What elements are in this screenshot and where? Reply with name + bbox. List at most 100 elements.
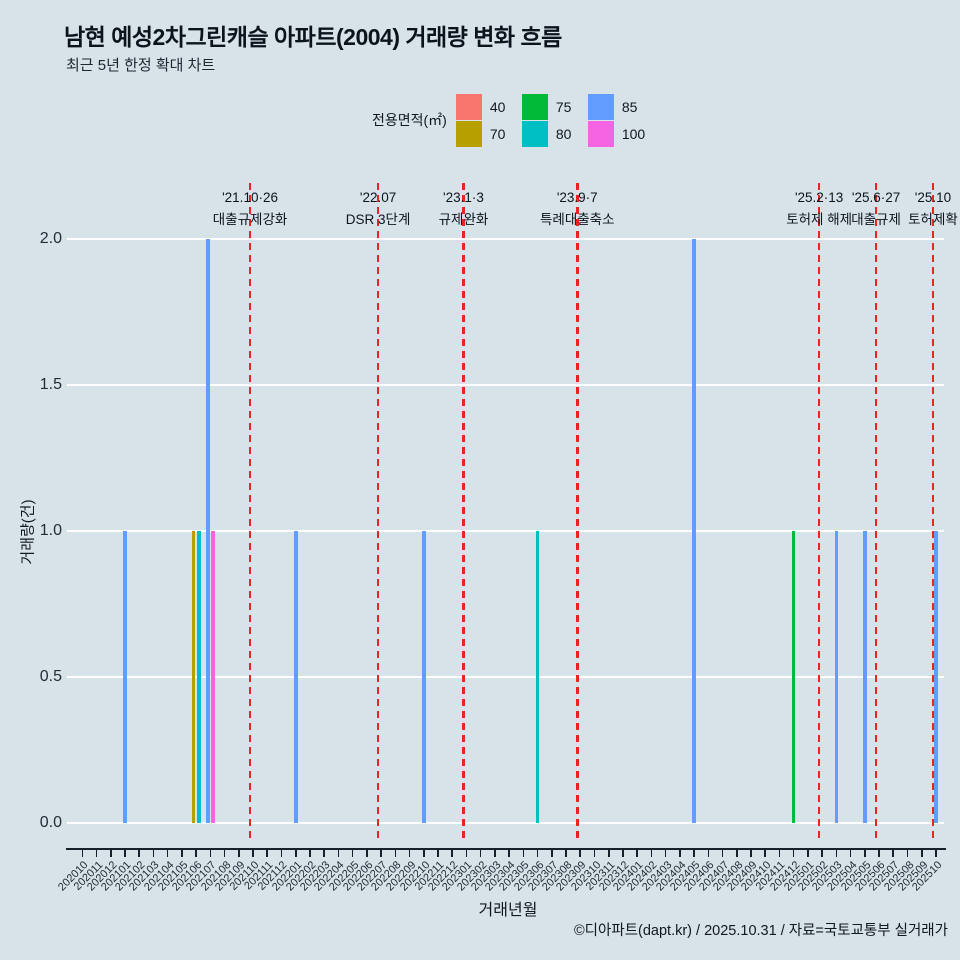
event-note-202110: '21.10·26 대출규제강화 (140, 187, 360, 231)
x-tick-202408 (735, 849, 738, 857)
x-tick-202211 (437, 849, 439, 857)
event-line-202301 (462, 183, 465, 841)
x-tick-202206 (366, 849, 368, 857)
x-tick-202409 (750, 849, 752, 857)
gridline-y-1.0 (67, 529, 944, 533)
gridline-y-2.0 (67, 237, 944, 241)
chart-title: 남현 예성2차그린캐슬 아파트(2004) 거래량 변화 흐름 (64, 24, 562, 50)
event-label: 특례대출축소 (540, 212, 615, 227)
x-tick-202112 (280, 849, 283, 857)
legend-column: 75 80 (521, 93, 584, 147)
x-tick-202302 (479, 849, 482, 857)
bar-202210-85sqm (421, 531, 426, 823)
event-line-202110 (248, 183, 252, 841)
legend-label-40: 40 (489, 98, 506, 115)
legend-swatch-80 (521, 120, 548, 147)
legend-column: 85 100 (587, 93, 650, 147)
legend: 전용면적(㎡) 40 70 75 80 85 100 (372, 93, 654, 147)
bar-202405-85sqm (692, 239, 696, 823)
x-tick-202411 (778, 849, 781, 857)
x-tick-202404 (679, 849, 681, 857)
x-tick-202410 (764, 849, 767, 857)
x-tick-202504 (849, 849, 852, 857)
event-note-202301: '23.1·3 규제완화 (353, 187, 573, 231)
y-tick-label-0.0: 0.0 (39, 814, 62, 831)
event-line-202510 (931, 183, 935, 841)
x-tick-202109 (238, 849, 240, 857)
legend-key-85: 85 (587, 93, 650, 120)
x-tick-202303 (494, 849, 496, 857)
x-tick-202412 (792, 849, 795, 857)
bar-202107-100sqm (211, 531, 215, 823)
legend-column: 40 70 (455, 93, 518, 147)
legend-key-80: 80 (521, 120, 584, 147)
legend-swatch-100 (587, 120, 614, 147)
bar-202101-85sqm (123, 531, 127, 823)
x-tick-202503 (835, 849, 838, 857)
event-label: 규제완화 (438, 212, 489, 227)
x-tick-202101 (124, 849, 126, 857)
x-tick-202111 (266, 849, 269, 857)
x-tick-202305 (522, 849, 525, 857)
event-label: 토허제 해제 (786, 212, 853, 227)
bar-202510-85sqm (934, 531, 938, 823)
bar-202412-75sqm (791, 531, 796, 823)
x-tick-202105 (181, 849, 183, 857)
x-tick-202205 (351, 849, 354, 857)
legend-key-75: 75 (521, 93, 584, 120)
x-tick-202505 (864, 849, 866, 857)
event-note-202309: '23.9·7 특례대출축소 (467, 187, 687, 231)
gridline-y-0.5 (67, 675, 944, 679)
x-tick-202201 (294, 849, 297, 857)
x-tick-202203 (323, 849, 325, 857)
x-tick-202210 (422, 849, 425, 857)
legend-key-70: 70 (455, 120, 518, 147)
x-tick-202509 (920, 849, 923, 857)
event-line-202309 (576, 183, 579, 841)
x-tick-202204 (337, 849, 340, 857)
x-axis-title: 거래년월 (478, 902, 538, 919)
event-date: '25.2·13 (794, 190, 844, 205)
footer-credit: ©디아파트(dapt.kr) / 2025.10.31 / 자료=국토교통부 실… (573, 923, 948, 939)
x-tick-202106 (195, 849, 197, 857)
legend-swatch-40 (455, 93, 482, 120)
x-tick-202401 (636, 849, 638, 857)
legend-label-80: 80 (555, 125, 572, 142)
x-tick-202402 (650, 849, 653, 857)
bar-202201-85sqm (293, 531, 298, 823)
x-axis-line (66, 848, 946, 850)
x-tick-202508 (906, 849, 909, 857)
legend-swatch-85 (587, 93, 614, 120)
event-line-202506 (874, 183, 878, 841)
event-label: 대출규제강화 (212, 212, 288, 227)
event-date: '23.1·3 (443, 190, 484, 205)
x-tick-202307 (551, 849, 553, 857)
event-note-202506: '25.6·27 대출규제 (766, 187, 960, 231)
event-date: '25.10 (914, 190, 952, 205)
event-date: '25.6·27 (851, 190, 901, 205)
legend-label-85: 85 (621, 98, 638, 115)
x-tick-202012 (109, 849, 112, 857)
event-note-202207: '22.07 DSR 3단계 (268, 187, 488, 231)
x-tick-202306 (536, 849, 539, 857)
x-tick-202301 (465, 849, 468, 857)
event-label: 대출규제 (851, 212, 901, 227)
legend-key-40: 40 (455, 93, 518, 120)
x-tick-202102 (138, 849, 140, 857)
bar-202505-85sqm (863, 531, 867, 823)
x-tick-202501 (807, 849, 809, 857)
x-tick-202403 (664, 849, 667, 857)
y-axis-title: 거래량(건) (19, 499, 37, 565)
event-line-202502 (817, 183, 821, 841)
bar-202503-85sqm (834, 531, 839, 823)
bar-202106-70sqm (191, 531, 196, 823)
x-tick-202212 (451, 849, 454, 857)
event-note-202502: '25.2·13 토허제 해제 (709, 187, 929, 231)
bar-202107-85sqm (205, 239, 210, 823)
x-tick-202202 (309, 849, 311, 857)
x-tick-202209 (408, 849, 411, 857)
legend-label-100: 100 (621, 125, 646, 142)
legend-title: 전용면적(㎡) (372, 112, 447, 128)
legend-label-75: 75 (555, 98, 572, 115)
